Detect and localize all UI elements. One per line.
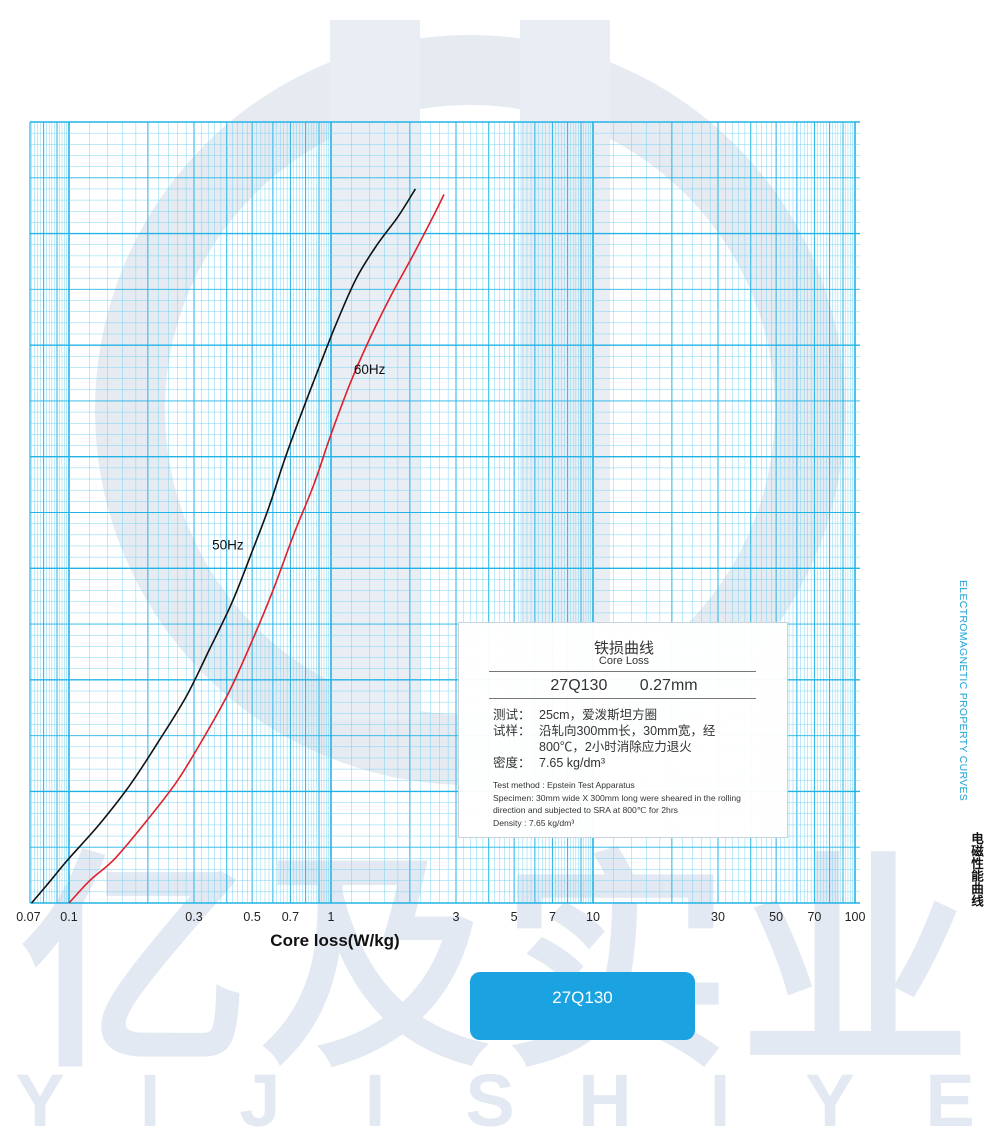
watermark-letter: Y bbox=[805, 1059, 855, 1142]
x-tick-label: 50 bbox=[769, 910, 783, 924]
watermark-letter: I bbox=[364, 1059, 386, 1142]
watermark-letter: S bbox=[465, 1059, 515, 1142]
series-label-60hz: 60Hz bbox=[354, 362, 386, 377]
info-en-line: Specimen: 30mm wide X 300mm long were sh… bbox=[493, 793, 741, 815]
info-cn-line: 测试： 25cm，爱泼斯坦方圈 bbox=[493, 707, 657, 723]
x-tick-label: 100 bbox=[845, 910, 866, 924]
x-tick-label: 0.07 bbox=[16, 910, 40, 924]
side-label-english: ELECTROMAGNETIC PROPERTY CURVES bbox=[957, 580, 969, 802]
x-axis-label: Core loss(W/kg) bbox=[270, 931, 400, 950]
x-tick-label: 3 bbox=[453, 910, 460, 924]
x-tick-label: 0.7 bbox=[282, 910, 299, 924]
info-subtitle: Core Loss bbox=[598, 655, 650, 667]
x-tick-label: 0.5 bbox=[243, 910, 260, 924]
info-divider bbox=[489, 671, 756, 672]
watermark-brand: 亿及实业 bbox=[20, 833, 980, 1100]
x-tick-label: 0.1 bbox=[60, 910, 77, 924]
chart-series bbox=[30, 188, 445, 904]
info-title: 铁损曲线 bbox=[593, 640, 654, 657]
watermark-letter: J bbox=[239, 1059, 281, 1142]
info-cn-text: 7.65 kg/dm³ bbox=[539, 756, 606, 770]
info-en-line: Density : 7.65 kg/dm³ bbox=[493, 818, 575, 828]
info-cn-label: 密度： bbox=[493, 756, 531, 770]
info-cn-line: 试样： 沿轧向300mm长，30mm宽，经 bbox=[493, 723, 715, 739]
info-grade: 27Q130 bbox=[550, 677, 608, 694]
info-divider bbox=[489, 698, 756, 699]
x-tick-label: 10 bbox=[586, 910, 600, 924]
core-loss-info-box: 铁损曲线 Core Loss 27Q130 0.27mm 测试： 25cm，爱泼斯… bbox=[458, 622, 788, 838]
x-tick-label: 0.3 bbox=[185, 910, 202, 924]
series-line-50hz bbox=[30, 188, 417, 904]
info-cn-text: 800℃，2小时消除应力退火 bbox=[539, 740, 692, 754]
watermark-letter: I bbox=[709, 1059, 731, 1142]
info-en-line: Test method : Epstein Test Apparatus bbox=[493, 780, 635, 790]
x-tick-label: 30 bbox=[711, 910, 725, 924]
grade-button[interactable]: 27Q130 bbox=[470, 972, 695, 1040]
watermark-letter: I bbox=[139, 1059, 161, 1142]
watermark-letter: E bbox=[925, 1059, 975, 1142]
chart-labels: 0.07 0.1 0.3 0.5 0.7 1 3 5 7 10 30 50 70 100 50Hz 60Hz bbox=[16, 362, 865, 924]
x-tick-label: 7 bbox=[549, 910, 556, 924]
info-cn-label: 测试： bbox=[493, 708, 531, 722]
series-label-50hz: 50Hz bbox=[212, 538, 244, 553]
series-line-60hz bbox=[68, 194, 445, 904]
side-label-chinese: 电磁性能曲线 bbox=[969, 832, 984, 907]
info-cn-label: 试样： bbox=[493, 724, 531, 738]
x-tick-label: 5 bbox=[511, 910, 518, 924]
info-grade-row: 27Q130 0.27mm bbox=[459, 677, 789, 695]
info-thickness: 0.27mm bbox=[639, 677, 698, 694]
x-tick-label: 70 bbox=[807, 910, 821, 924]
info-cn-line: 密度： 7.65 kg/dm³ bbox=[493, 755, 605, 771]
info-cn-text: 25cm，爱泼斯坦方圈 bbox=[539, 708, 658, 722]
watermark-letter: H bbox=[578, 1059, 632, 1142]
watermark-letter: Y bbox=[15, 1059, 65, 1142]
info-cn-line: 800℃，2小时消除应力退火 bbox=[493, 739, 692, 755]
x-tick-label: 1 bbox=[328, 910, 335, 924]
info-cn-text: 沿轧向300mm长，30mm宽，经 bbox=[539, 724, 716, 738]
